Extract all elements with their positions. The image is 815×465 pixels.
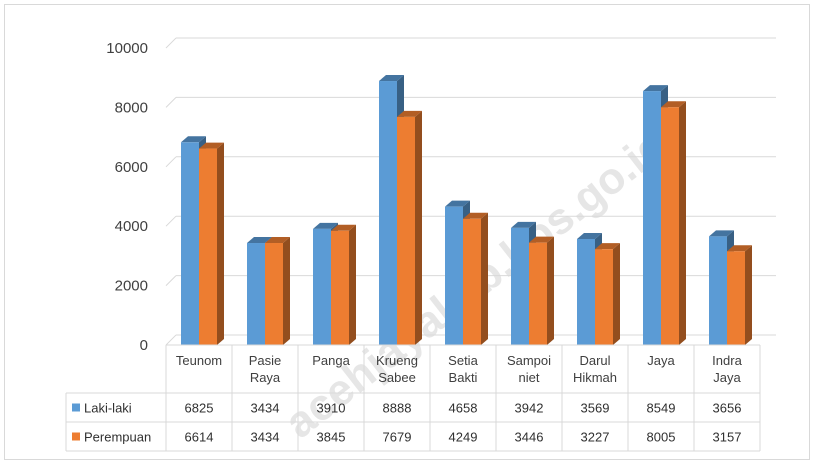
category-label: Teunom [176,353,222,368]
bar-side [547,236,554,345]
bar-top [247,237,272,244]
gridline-depth [165,97,177,108]
data-label: 8549 [647,401,676,416]
bar-top [397,110,422,117]
bar-perempuan [727,251,745,345]
category-label: Pasie [249,353,282,368]
category-label: Bakti [449,370,478,385]
bar-top [529,236,554,243]
category-label: Sampoi [507,353,551,368]
data-label: 3910 [317,401,346,416]
bar-laki-laki [181,142,199,345]
category-label: niet [519,370,540,385]
data-label: 3434 [251,430,280,445]
data-label: 3157 [713,430,742,445]
category-label: Hikmah [573,370,617,385]
bar-laki-laki [511,227,529,345]
bar-laki-laki [313,228,331,345]
gridline-depth [165,156,177,168]
legend-key-perempuan [72,432,80,441]
data-label: 7679 [383,430,412,445]
bar-side [217,142,224,345]
gridline-depth [165,334,177,346]
category-label: Sabee [378,370,416,385]
data-label: 8888 [383,401,412,416]
data-label: 3434 [251,401,280,416]
data-label: 3942 [515,401,544,416]
y-tick-label: 2000 [115,278,148,295]
y-tick-label: 4000 [115,218,148,235]
bar-laki-laki [379,81,397,345]
bar-side [745,245,752,345]
bar-top [379,75,404,82]
bar-side [481,212,488,345]
category-label: Panga [312,353,350,368]
y-tick-label: 6000 [115,159,148,176]
bar-top [313,222,338,229]
legend-label: Perempuan [84,430,151,445]
y-tick-label: 8000 [115,99,148,116]
bar-laki-laki [577,239,595,345]
bar-top [331,224,356,231]
bar-perempuan [661,107,679,346]
bar-perempuan [199,148,217,345]
category-label: Krueng [376,353,418,368]
bar-top [463,212,488,219]
bar-perempuan [595,249,613,345]
bar-top [661,101,686,108]
data-label: 4658 [449,401,478,416]
bar-side [613,243,620,345]
gridline-depth [165,215,177,227]
bar-top [265,237,290,244]
bar-perempuan [463,218,481,345]
data-label: 6825 [185,401,214,416]
bar-top [643,85,668,92]
category-label: Setia [448,353,478,368]
data-label: 4249 [449,430,478,445]
bar-side [349,224,356,345]
data-label: 8005 [647,430,676,445]
bar-side [283,237,290,345]
bar-top [445,200,470,207]
category-label: Jaya [713,370,741,385]
data-label: 3656 [713,401,742,416]
bar-top [181,136,206,143]
bar-side [415,110,422,345]
data-label: 3446 [515,430,544,445]
bar-laki-laki [643,91,661,346]
bar-side [679,101,686,346]
bar-top [595,243,620,250]
gridline-depth [165,37,177,49]
data-label: 3845 [317,430,346,445]
bar-perempuan [265,243,283,345]
category-label: Darul [579,353,610,368]
bar-top [709,230,734,237]
bar-top [511,221,536,228]
category-label: Jaya [647,353,675,368]
data-label: 6614 [185,430,214,445]
bar-top [199,142,224,149]
y-tick-label: 0 [140,337,148,354]
bar-perempuan [397,116,415,345]
bar-perempuan [529,242,547,345]
category-label: Indra [712,353,742,368]
bar-perempuan [331,230,349,345]
legend-key-laki-laki [72,403,80,412]
bar-top [577,233,602,240]
legend-label: Laki-laki [84,401,132,416]
bar-laki-laki [709,236,727,345]
y-tick-label: 10000 [106,40,148,57]
data-label: 3227 [581,430,610,445]
bar-laki-laki [247,243,265,345]
bar-top [727,245,752,252]
bar-laki-laki [445,206,463,345]
data-label: 3569 [581,401,610,416]
gridline-depth [165,275,177,286]
category-label: Raya [250,370,281,385]
